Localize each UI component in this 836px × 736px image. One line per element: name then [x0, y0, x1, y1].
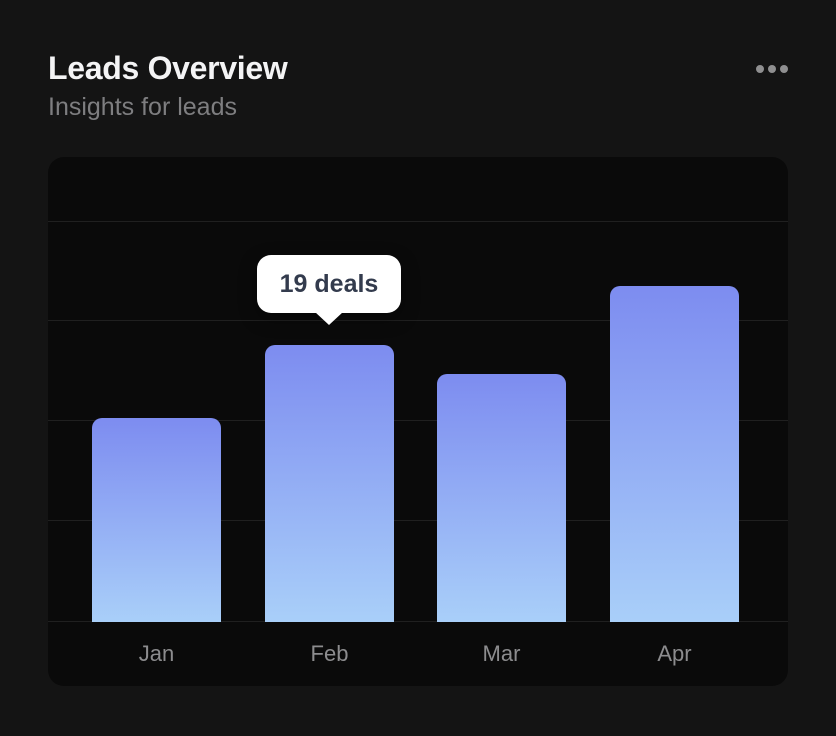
- gridline: [48, 420, 788, 421]
- tooltip: 19 deals: [257, 255, 401, 325]
- bar-feb[interactable]: [265, 345, 394, 622]
- page-subtitle: Insights for leads: [48, 93, 237, 121]
- bar-apr[interactable]: [610, 286, 739, 622]
- x-axis: Jan Feb Mar Apr: [48, 622, 788, 686]
- gridline: [48, 520, 788, 521]
- x-axis-label-apr: Apr: [657, 641, 692, 666]
- x-axis-label-mar: Mar: [482, 641, 521, 666]
- ellipsis-icon: [780, 65, 788, 73]
- x-axis-label-feb: Feb: [310, 641, 349, 666]
- tooltip-value: 19 deals: [279, 269, 379, 298]
- chart-card: 19 deals Jan Feb Mar Apr: [48, 157, 788, 686]
- x-axis-label-jan: Jan: [138, 641, 175, 666]
- ellipsis-icon: [768, 65, 776, 73]
- page-title: Leads Overview: [48, 50, 288, 86]
- bar-mar[interactable]: [437, 374, 566, 622]
- gridline-baseline: [48, 621, 788, 622]
- ellipsis-icon: [756, 65, 764, 73]
- gridline: [48, 221, 788, 222]
- more-options-button[interactable]: [748, 54, 792, 84]
- gridline: [48, 320, 788, 321]
- tooltip-caret-icon: [315, 312, 343, 325]
- bar-chart-plot-area: 19 deals: [48, 157, 788, 622]
- bar-jan[interactable]: [92, 418, 221, 622]
